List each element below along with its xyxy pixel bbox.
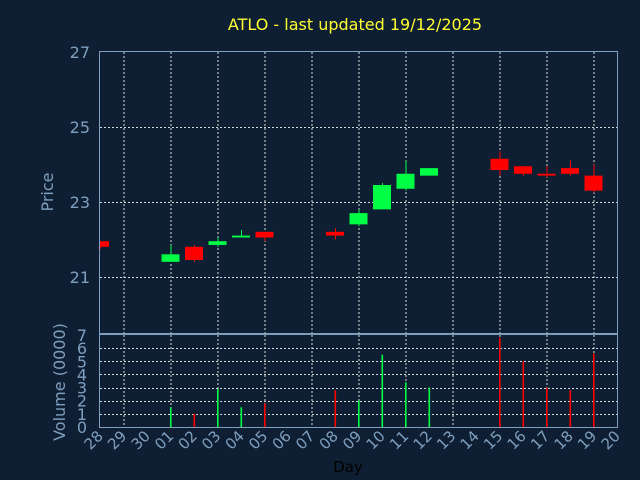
volume-bar — [405, 382, 407, 427]
candle-body — [396, 173, 415, 189]
x-tick-labels: 2829300102030405060708091011121314151617… — [81, 427, 624, 453]
candle-body — [100, 241, 109, 247]
x-tick-label: 02 — [175, 427, 201, 453]
price-tick-label: 27 — [70, 43, 90, 62]
price-tick-label: 21 — [70, 268, 90, 287]
volume-tick-label: 3 — [77, 379, 87, 398]
volume-bar — [170, 407, 172, 427]
x-tick-label: 19 — [574, 427, 600, 453]
x-tick-label: 30 — [128, 427, 154, 453]
volume-bar — [522, 361, 525, 427]
x-tick-label: 20 — [598, 427, 624, 453]
x-tick-label: 08 — [316, 427, 342, 453]
x-tick-label: 04 — [222, 427, 248, 453]
candle-body — [584, 175, 603, 191]
volume-bar — [593, 353, 595, 427]
volume-axis-label: Volume (0000) — [50, 323, 69, 441]
volume-bar — [546, 387, 548, 427]
candle-body — [514, 166, 532, 174]
volume-tick-label: 7 — [77, 326, 87, 345]
price-gridlines — [100, 52, 617, 333]
candle-body — [420, 168, 438, 176]
volume-bar — [264, 403, 266, 427]
chart-title: ATLO - last updated 19/12/2025 — [228, 15, 482, 34]
candle-body — [373, 185, 391, 210]
candle-body — [326, 231, 344, 236]
volume-bar — [193, 413, 196, 427]
x-axis-label: Day — [333, 458, 363, 476]
volume-bar — [217, 388, 219, 427]
candle-body — [208, 241, 227, 245]
candle-body — [161, 254, 180, 262]
volume-bar — [569, 390, 572, 427]
volume-bar — [428, 387, 431, 427]
x-tick-label: 14 — [457, 427, 483, 453]
volume-bar — [358, 400, 360, 427]
x-tick-label: 29 — [104, 427, 130, 453]
x-tick-label: 07 — [292, 427, 318, 453]
x-tick-label: 11 — [386, 427, 412, 453]
price-tick-labels: 21 23 25 27 — [70, 43, 90, 287]
volume-tick-label: 2 — [77, 392, 87, 411]
volume-tick-label: 1 — [77, 405, 87, 424]
x-tick-label: 03 — [198, 427, 224, 453]
volume-bars — [170, 337, 595, 427]
price-tick-label: 23 — [70, 193, 90, 212]
candle-body — [255, 231, 274, 238]
x-tick-label: 09 — [339, 427, 365, 453]
price-tick-label: 25 — [70, 118, 90, 137]
volume-bar — [334, 390, 337, 427]
x-tick-label: 15 — [480, 427, 506, 453]
volume-bar — [240, 407, 243, 427]
candle-body — [349, 213, 368, 225]
candle-body — [490, 158, 509, 171]
candle-body — [537, 173, 556, 176]
x-tick-label: 12 — [410, 427, 436, 453]
x-tick-label: 18 — [551, 427, 577, 453]
x-tick-label: 17 — [527, 427, 553, 453]
volume-tick-label: 4 — [77, 365, 87, 384]
x-tick-label: 06 — [269, 427, 295, 453]
volume-bar — [381, 354, 384, 427]
volume-tick-label: 6 — [77, 339, 87, 358]
candle-body — [232, 235, 250, 238]
x-tick-label: 01 — [151, 427, 177, 453]
volume-tick-label: 5 — [77, 352, 87, 371]
x-tick-label: 16 — [504, 427, 530, 453]
candle-body — [185, 246, 203, 260]
candlesticks — [100, 151, 603, 262]
price-plot-frame — [99, 51, 618, 334]
price-axis-label: Price — [38, 172, 57, 211]
x-tick-label: 13 — [433, 427, 459, 453]
volume-bar — [499, 337, 501, 427]
x-tick-label: 10 — [363, 427, 389, 453]
volume-plot-frame — [99, 334, 618, 428]
candle-body — [561, 168, 579, 174]
volume-tick-label: 0 — [77, 418, 87, 437]
x-tick-label: 05 — [245, 427, 271, 453]
